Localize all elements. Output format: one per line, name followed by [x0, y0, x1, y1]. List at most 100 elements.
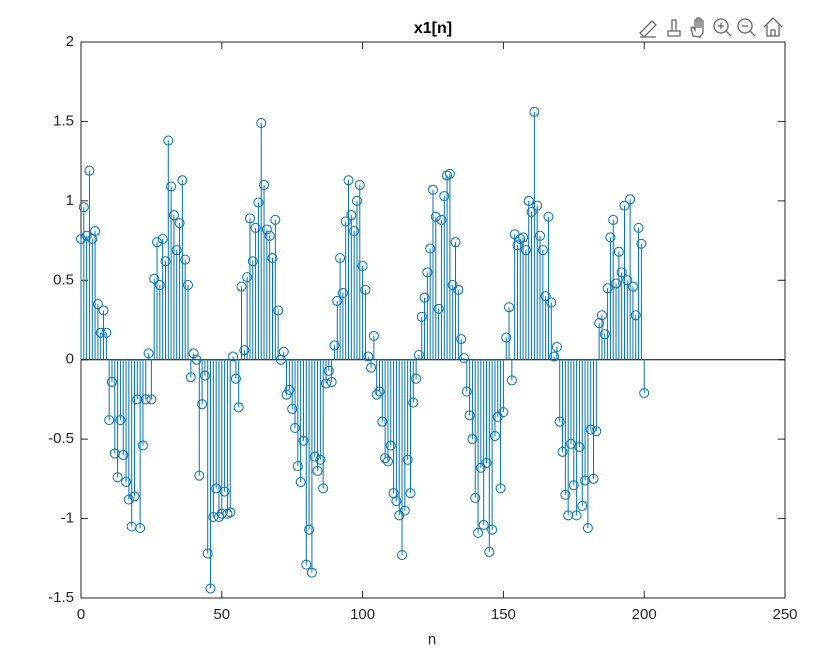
stem-marker	[337, 287, 348, 298]
stem-marker	[81, 230, 92, 241]
stem-marker	[183, 280, 194, 291]
y-tick-label: 2	[66, 33, 74, 50]
stem-marker	[174, 218, 185, 229]
stem-marker	[211, 483, 222, 494]
stem-marker	[326, 376, 337, 387]
stem-marker	[473, 527, 484, 538]
stem-marker	[565, 438, 576, 449]
y-tick-label: 1.5	[53, 112, 74, 129]
stem-marker	[368, 330, 379, 341]
toolbar-brush[interactable]	[639, 20, 657, 38]
stem-marker	[591, 426, 602, 437]
stem-marker	[520, 245, 531, 256]
stem-marker	[489, 430, 500, 441]
stem-marker	[228, 351, 239, 362]
stem-marker	[377, 416, 388, 427]
x-tick-label: 100	[350, 606, 375, 623]
stem-marker	[177, 175, 188, 186]
stem-marker	[619, 200, 630, 211]
stem-marker	[501, 332, 512, 343]
stem-marker	[512, 240, 523, 251]
stem-marker	[185, 372, 196, 383]
stem-marker	[366, 362, 377, 373]
stem-marker	[292, 461, 303, 472]
stem-marker	[104, 415, 115, 426]
stem-marker	[625, 194, 636, 205]
stem-marker	[98, 305, 109, 316]
toolbar	[639, 17, 783, 38]
stem-marker	[616, 267, 627, 278]
stem-marker	[357, 260, 368, 271]
stem-marker	[639, 388, 650, 399]
stem-marker	[405, 488, 416, 499]
stem-marker	[154, 280, 165, 291]
x-tick-label: 0	[77, 606, 85, 623]
y-tick-label: -1	[61, 510, 74, 527]
stem-marker	[143, 348, 154, 359]
stem-marker	[199, 370, 210, 381]
stem-marker	[577, 500, 588, 511]
stem-marker	[180, 254, 191, 265]
stem-marker	[298, 435, 309, 446]
stem-marker	[318, 483, 329, 494]
stem-marker	[436, 214, 447, 225]
stem-marker	[428, 184, 438, 195]
stem-marker	[202, 548, 213, 559]
stem-marker	[284, 384, 295, 395]
stem-marker	[464, 410, 475, 421]
stem-marker	[602, 283, 613, 294]
stem-marker	[267, 253, 278, 264]
stem-marker	[349, 226, 360, 237]
stem-marker	[123, 494, 134, 505]
stem-marker	[115, 415, 126, 426]
stem-marker	[495, 483, 506, 494]
stem-marker	[433, 303, 444, 314]
stem-marker	[194, 470, 205, 481]
stem-marker	[484, 546, 495, 557]
stem-marker	[416, 311, 427, 322]
toolbar-zoom-out[interactable]	[737, 18, 756, 37]
stem-marker	[273, 305, 284, 316]
stem-marker	[515, 233, 526, 244]
stem-marker	[168, 210, 179, 221]
stem-marker	[554, 416, 565, 427]
toolbar-home[interactable]	[763, 17, 783, 37]
toolbar-zoom-in[interactable]	[713, 18, 732, 37]
y-tick-label: -0.5	[48, 430, 74, 447]
stem-marker	[551, 342, 562, 353]
stem-marker	[335, 253, 346, 264]
stem-marker	[278, 346, 289, 357]
stem-marker	[329, 340, 340, 351]
stem-marker	[450, 237, 461, 248]
stem-marker	[568, 480, 579, 491]
stem-marker	[270, 214, 281, 225]
stem-marker	[320, 378, 331, 389]
stem-marker	[121, 477, 132, 488]
x-tick-label: 150	[491, 606, 516, 623]
stem-marker	[627, 281, 638, 292]
stem-marker	[444, 168, 455, 179]
toolbar-datatip[interactable]	[667, 19, 681, 37]
toolbar-pan[interactable]	[690, 17, 704, 38]
stem-marker	[197, 399, 208, 410]
stem-marker	[582, 523, 593, 534]
stem-marker	[588, 473, 599, 484]
stem-marker	[312, 465, 323, 476]
stem-marker	[84, 165, 95, 176]
stem-marker	[411, 373, 422, 384]
x-tick-label: 50	[213, 606, 230, 623]
stem-marker	[523, 195, 534, 206]
stem-marker	[301, 559, 312, 570]
x-axis-label: n	[428, 631, 436, 648]
stem-marker	[633, 222, 644, 233]
stem-marker	[90, 226, 101, 237]
stem-marker	[135, 523, 146, 534]
stem-marker	[360, 284, 371, 295]
stem-marker	[413, 349, 424, 360]
stem-marker	[540, 291, 551, 302]
stem-marker	[101, 327, 112, 338]
stem-marker	[160, 256, 171, 267]
stem-marker	[453, 284, 464, 295]
stem-marker	[478, 519, 489, 530]
stem-marker	[456, 334, 467, 345]
